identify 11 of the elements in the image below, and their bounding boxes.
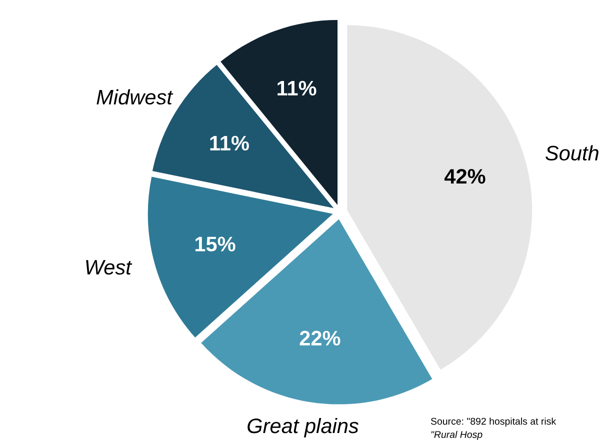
data-label: 11% bbox=[278, 80, 316, 96]
slice-label: Great plains bbox=[248, 418, 358, 438]
data-label: 42% bbox=[444, 169, 486, 184]
data-label: 15% bbox=[195, 236, 236, 252]
data-label: 11% bbox=[210, 136, 249, 150]
text: "Rural Hosp bbox=[431, 430, 482, 440]
slice-label: Midwest bbox=[96, 89, 174, 105]
slice-label: South bbox=[546, 145, 598, 161]
source-note: Source: "892 hospitals at risk bbox=[430, 418, 556, 427]
data-label: 22% bbox=[300, 330, 340, 346]
slice-label: West bbox=[86, 260, 132, 275]
